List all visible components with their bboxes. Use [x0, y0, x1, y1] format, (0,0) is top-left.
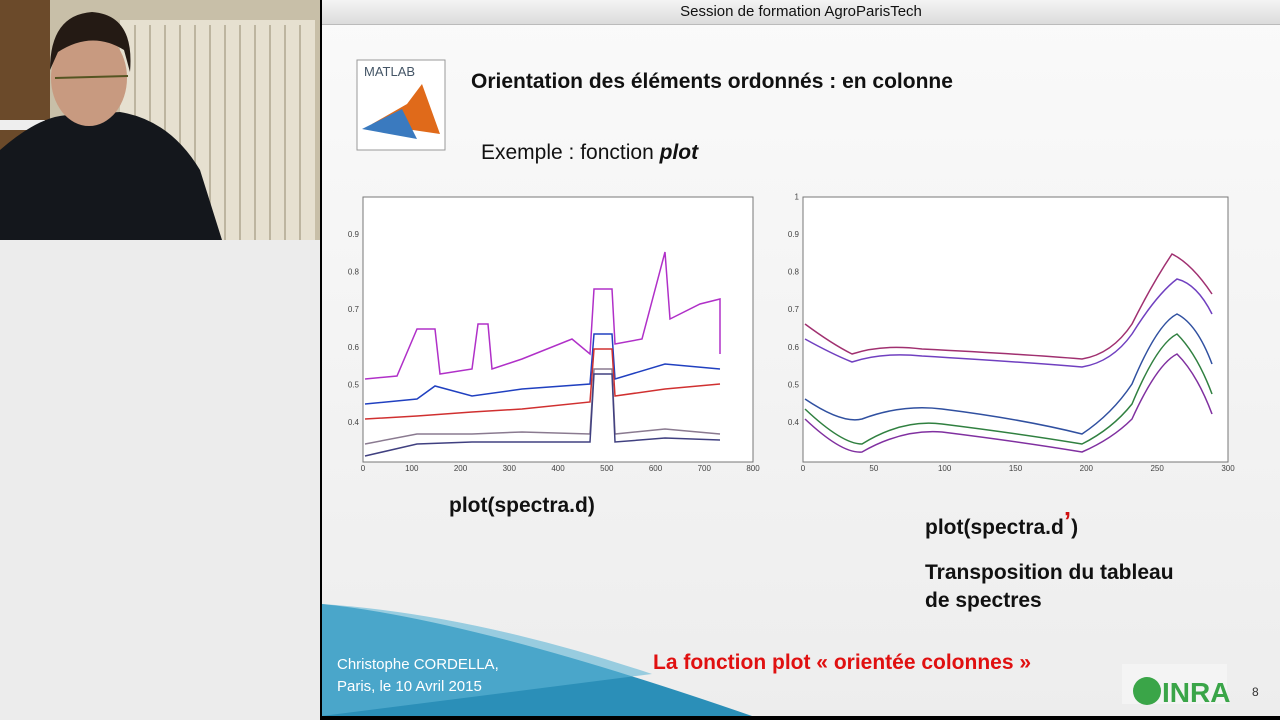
x-tick-label: 400: [551, 464, 565, 473]
header-title: Session de formation AgroParisTech: [322, 0, 1280, 25]
note-line: de spectres: [925, 589, 1042, 612]
y-tick-label: 0.5: [348, 380, 360, 389]
author: Paris, le 10 Avril 2015: [337, 678, 482, 695]
page-number: 8: [1252, 685, 1259, 699]
left-caption: plot(spectra.d): [449, 494, 595, 517]
y-tick-label: 0.7: [348, 305, 360, 314]
left-spectra: [364, 251, 721, 457]
highlight: La fonction plot « orientée colonnes »: [653, 651, 1032, 674]
x-tick-label: 150: [1009, 464, 1023, 473]
example-emphasis: plot: [659, 141, 699, 164]
note-line: Transposition du tableau: [925, 561, 1174, 584]
x-tick-label: 0: [801, 464, 806, 473]
right-caption: plot(spectra.d’): [925, 506, 1078, 540]
slide-graphics: MATLAB 0.4 0.5 0.6 0.7 0.8 0: [322, 59, 1259, 716]
matlab-logo: MATLAB: [356, 59, 446, 151]
brand: INRA: [1162, 677, 1230, 708]
side-panel: [0, 240, 320, 720]
x-tick-label: 100: [405, 464, 419, 473]
x-tick-label: 300: [1221, 464, 1235, 473]
inra-logo: INRA: [1122, 664, 1230, 708]
y-tick-label: 0.9: [788, 230, 800, 239]
author: Christophe CORDELLA,: [337, 656, 499, 673]
x-tick-label: 0: [361, 464, 366, 473]
right-spectra: [804, 253, 1213, 453]
y-tick-label: 0.7: [788, 305, 800, 314]
example: Exemple : fonction plot: [481, 141, 698, 165]
x-tick-label: 800: [746, 464, 760, 473]
y-tick-label: 0.6: [348, 343, 360, 352]
caption-end: ): [1071, 516, 1079, 539]
x-tick-label: 600: [649, 464, 663, 473]
caption-prime: ’: [1063, 506, 1072, 536]
x-tick-label: 500: [600, 464, 614, 473]
y-tick-label: 0.8: [788, 268, 800, 277]
y-tick-label: 0.4: [788, 418, 800, 427]
webcam: [0, 0, 320, 240]
example-text: Exemple : fonction: [481, 141, 660, 164]
y-tick-label: 0.6: [788, 343, 800, 352]
slide-title: Orientation des éléments ordonnés : en c…: [471, 70, 953, 93]
x-tick-label: 300: [503, 464, 517, 473]
right-plot-frame: [802, 196, 1229, 463]
y-tick-label: 0.8: [348, 268, 360, 277]
x-tick-label: 100: [938, 464, 952, 473]
x-tick-label: 200: [1080, 464, 1094, 473]
x-tick-label: 200: [454, 464, 468, 473]
caption-start: plot(spectra.d: [925, 516, 1064, 539]
y-tick-label: 0.9: [348, 230, 360, 239]
y-tick-label: 0.4: [348, 418, 360, 427]
x-tick-label: 250: [1150, 464, 1164, 473]
y-tick-label: 0.5: [788, 380, 800, 389]
x-tick-label: 700: [698, 464, 712, 473]
y-tick-label: 1: [795, 192, 800, 201]
x-tick-label: 50: [869, 464, 878, 473]
slide: Session de formation AgroParisTech MATLA…: [322, 0, 1280, 716]
logo-label: MATLAB: [364, 64, 415, 79]
